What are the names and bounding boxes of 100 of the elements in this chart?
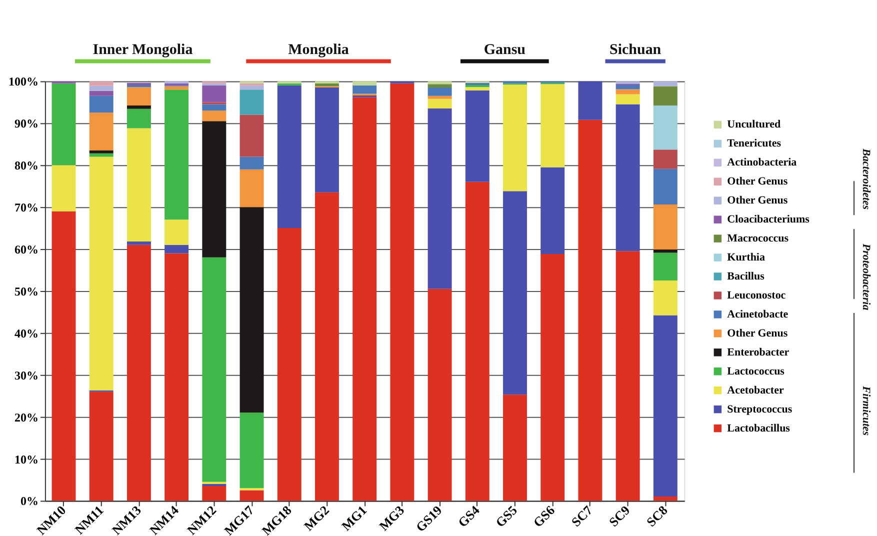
text: Proteobacteria xyxy=(860,244,872,311)
bar xyxy=(52,211,76,501)
bar xyxy=(578,120,602,501)
bar xyxy=(428,96,452,99)
bar xyxy=(616,89,640,94)
y-tick-label: 70% xyxy=(14,200,38,215)
legend-label: Actinobacteria xyxy=(727,156,798,169)
bar xyxy=(164,244,189,254)
bar xyxy=(164,90,189,220)
bar xyxy=(240,169,264,208)
bar xyxy=(240,156,264,170)
text: Firmicutes xyxy=(860,385,872,436)
x-tick-label: GS5 xyxy=(492,502,520,530)
bar xyxy=(428,98,452,108)
bar xyxy=(653,168,678,205)
y-tick-label: 40% xyxy=(14,326,38,340)
bar xyxy=(653,249,678,253)
bar xyxy=(89,150,114,154)
text: Gansu xyxy=(484,42,526,58)
legend-label: Uncultured xyxy=(727,118,781,131)
bar xyxy=(503,191,527,395)
bar xyxy=(126,244,151,501)
x-tick-label: SC7 xyxy=(568,502,596,530)
bar xyxy=(653,81,678,86)
bar xyxy=(616,84,640,90)
bar xyxy=(540,84,565,168)
bar xyxy=(126,87,151,106)
text: Bacteroidetes xyxy=(860,148,872,210)
bar xyxy=(616,251,640,501)
bar xyxy=(202,486,226,501)
legend-label: Other Genus xyxy=(727,176,788,188)
x-tick-label: SC8 xyxy=(643,502,671,530)
bar xyxy=(428,108,452,289)
bar xyxy=(314,192,339,501)
bar xyxy=(202,110,226,122)
x-tick-label: GS6 xyxy=(530,502,558,530)
bar xyxy=(314,88,339,192)
bar xyxy=(503,84,527,192)
bar xyxy=(616,104,640,252)
y-tick-label: 0% xyxy=(20,494,38,508)
bar xyxy=(465,90,490,182)
bar xyxy=(52,165,76,212)
bar xyxy=(202,257,226,482)
y-tick-label: 30% xyxy=(14,368,38,382)
bar xyxy=(126,128,151,242)
bar xyxy=(653,252,678,280)
y-tick-label: 20% xyxy=(14,410,38,424)
bar xyxy=(465,182,490,501)
bar xyxy=(390,83,414,501)
bar xyxy=(202,85,226,102)
legend-label: Other Genus xyxy=(727,194,788,207)
bar xyxy=(89,86,114,91)
text: Mongolia xyxy=(288,42,350,58)
bar xyxy=(465,84,490,88)
bar xyxy=(352,81,377,86)
bar xyxy=(653,106,678,150)
bar xyxy=(314,83,339,86)
bar xyxy=(240,90,264,115)
x-tick-label: GS4 xyxy=(454,502,483,530)
y-tick-label: 10% xyxy=(14,452,38,466)
legend-label: Streptococcus xyxy=(727,403,792,416)
bar xyxy=(126,106,151,109)
bar xyxy=(616,81,640,84)
legend-label: Leuconostoc xyxy=(727,289,786,302)
bar xyxy=(202,121,226,258)
legend-label: Lactococcus xyxy=(727,365,784,378)
bar xyxy=(164,220,189,245)
legend-label: Enterobacter xyxy=(727,346,790,358)
text: Inner Mongolia xyxy=(92,42,194,58)
y-tick-label: 50% xyxy=(14,284,38,298)
bar xyxy=(240,114,264,157)
bar xyxy=(540,167,565,254)
bar xyxy=(89,156,114,390)
bar xyxy=(89,81,114,86)
bar xyxy=(277,85,302,228)
legend-label: Macrococcus xyxy=(727,232,788,245)
bar xyxy=(653,280,678,316)
bar xyxy=(428,81,452,84)
bar xyxy=(352,97,377,501)
bar xyxy=(653,496,678,501)
bar xyxy=(578,81,602,120)
bar xyxy=(240,207,264,413)
bar xyxy=(202,484,226,486)
bar xyxy=(89,112,114,150)
bar xyxy=(352,85,377,94)
y-tick-label: 90% xyxy=(14,116,38,131)
bar xyxy=(164,253,189,501)
bar xyxy=(89,90,114,96)
bar xyxy=(653,86,678,106)
legend-label: Acinetobacte xyxy=(727,308,788,320)
y-tick-label: 100% xyxy=(8,74,38,89)
y-tick-label: 80% xyxy=(14,158,38,173)
bar xyxy=(653,315,678,497)
y-tick-label: 60% xyxy=(14,242,38,257)
bar xyxy=(202,104,226,111)
bar xyxy=(653,204,678,250)
bar xyxy=(653,150,678,169)
bar xyxy=(52,83,76,166)
bar xyxy=(428,288,452,501)
bar xyxy=(240,412,264,488)
